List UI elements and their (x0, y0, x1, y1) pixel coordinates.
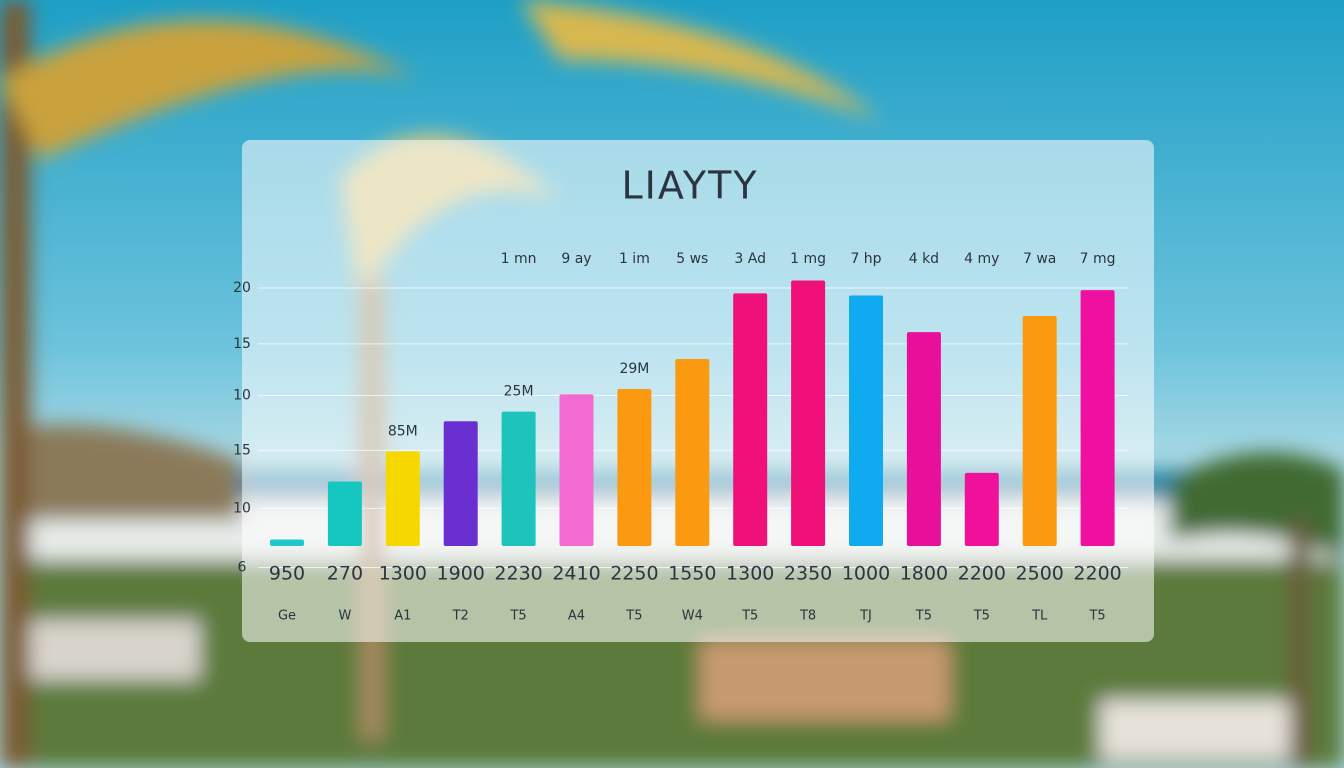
bar (443, 421, 478, 546)
bar (849, 295, 883, 546)
annotation: 29M (619, 361, 649, 377)
x-tick-label: T5 (741, 609, 758, 624)
top-label: 5 ws (676, 251, 708, 267)
y-tick-label: 10 (233, 388, 251, 404)
bottom-number: 950 (269, 563, 305, 585)
bottom-number: 2230 (494, 563, 542, 585)
bar (733, 293, 768, 546)
x-tick-label: T8 (799, 609, 816, 624)
x-tick-label: W4 (682, 609, 703, 624)
bar (385, 451, 420, 546)
top-label: 7 wa (1023, 251, 1056, 267)
bottom-number: 2200 (958, 563, 1006, 585)
bottom-number: 1800 (900, 563, 948, 585)
bottom-number: 2200 (1073, 563, 1121, 585)
annotation: 25M (504, 384, 534, 400)
bottom-number: 1900 (437, 563, 485, 585)
plot: 20 15 10 15 10 6 950 Ge 270 W 1300 A1 85M 1900 T2 2230 T… (233, 251, 1128, 624)
bottom-number: 270 (327, 563, 363, 585)
top-label: 7 mg (1080, 251, 1116, 267)
x-tick-label: T5 (1088, 609, 1105, 624)
bar (501, 411, 536, 546)
bar (675, 358, 710, 546)
bottom-number: 1550 (668, 563, 716, 585)
x-tick-label: T2 (452, 609, 469, 624)
bar (327, 481, 362, 546)
bar (559, 394, 594, 546)
bottom-number: 1300 (379, 563, 427, 585)
bottom-number: 1000 (842, 563, 890, 585)
bottom-number: 1300 (726, 563, 774, 585)
bar (1022, 315, 1057, 546)
top-label: 1 mn (501, 251, 537, 267)
bottom-number: 2250 (610, 563, 658, 585)
bottom-number: 2500 (1016, 563, 1064, 585)
x-tick-label: A4 (568, 609, 585, 624)
top-label: 1 im (619, 251, 650, 267)
y-tick-label: 20 (233, 280, 251, 296)
bottom-number: 2350 (784, 563, 832, 585)
x-tick-label: T5 (509, 609, 526, 624)
top-label: 3 Ad (734, 251, 766, 267)
annotation: 85M (388, 423, 418, 439)
top-label: 4 kd (909, 251, 939, 267)
x-tick-label: T5 (625, 609, 642, 624)
top-label: 7 hp (850, 251, 881, 267)
bar (270, 539, 304, 546)
top-label: 4 my (964, 251, 999, 267)
bar (617, 389, 652, 546)
x-tick-label: W (338, 609, 351, 624)
bar (791, 280, 826, 546)
x-tick-label: T5 (973, 609, 990, 624)
x-tick-label: A1 (394, 609, 411, 624)
bar (964, 472, 999, 546)
bottom-number: 2410 (552, 563, 600, 585)
bar (906, 332, 941, 546)
top-label: 1 mg (790, 251, 826, 267)
bar (1080, 290, 1115, 546)
y-tick-label: 10 (233, 500, 251, 516)
y-tick-label: 15 (233, 442, 251, 458)
y-tick-label: 6 (238, 560, 247, 576)
chart-title: LIAYTY (621, 164, 758, 208)
x-tick-label: TJ (859, 609, 872, 624)
x-tick-label: TL (1031, 609, 1048, 624)
y-tick-label: 15 (233, 336, 251, 352)
x-tick-label: Ge (278, 609, 296, 624)
top-label: 9 ay (561, 251, 591, 267)
x-tick-label: T5 (915, 609, 932, 624)
